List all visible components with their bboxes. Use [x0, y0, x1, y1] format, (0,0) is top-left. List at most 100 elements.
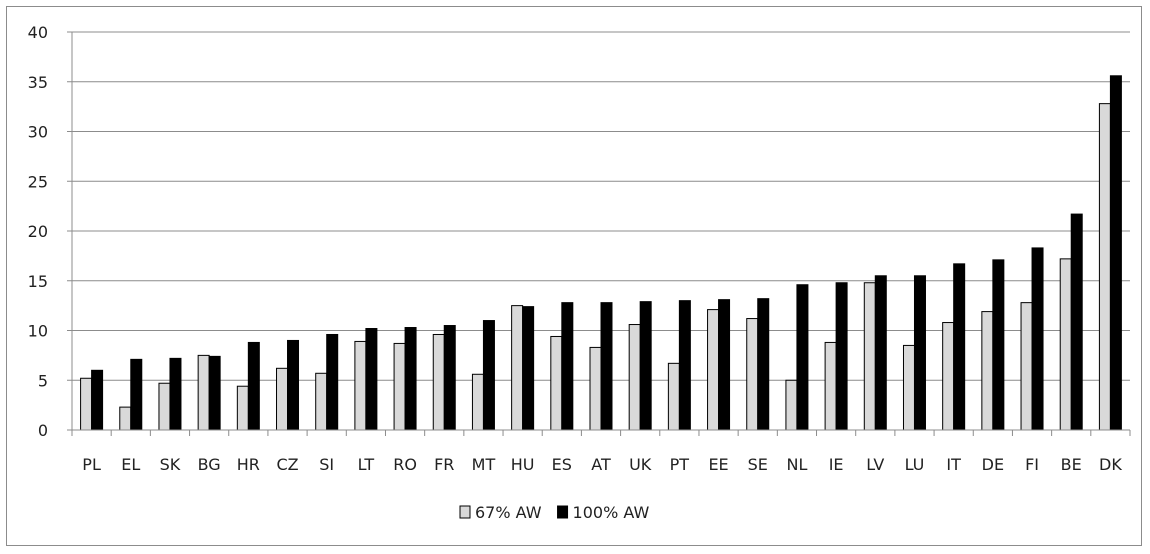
x-tick-label: SE: [748, 455, 768, 474]
bar-100-aw-el: [130, 358, 143, 431]
bar-67-aw-pl: [80, 377, 93, 431]
x-tick-label: SK: [160, 455, 181, 474]
bar-67-aw-pt: [667, 362, 680, 431]
bar-100-aw-uk: [639, 301, 652, 431]
x-tick-label: FR: [434, 455, 454, 474]
bar-100-aw-mt: [482, 320, 495, 431]
x-tick-label: LT: [358, 455, 375, 474]
bar-100-aw-lu: [913, 275, 926, 431]
y-tick-label: 5: [38, 371, 48, 390]
bar-100-aw-si: [326, 333, 339, 431]
x-tick-label: DE: [982, 455, 1004, 474]
x-tick-label: UK: [629, 455, 652, 474]
bar-100-aw-lt: [365, 328, 378, 431]
bar-100-aw-be: [1070, 213, 1083, 431]
bar-67-aw-dk: [1098, 103, 1111, 431]
y-tick-labels: 0 5 10 15 20 25 30 35 40: [28, 23, 48, 440]
bar-100-aw-fr: [443, 325, 456, 431]
x-tick-label: DK: [1099, 455, 1122, 474]
legend-label: 67% AW: [475, 503, 542, 522]
legend-swatch: [459, 505, 471, 519]
bar-67-aw-fi: [1020, 302, 1033, 431]
bar-100-aw-de: [992, 259, 1005, 431]
bar-67-aw-at: [589, 346, 602, 431]
bar-67-aw-se: [746, 318, 759, 431]
bar-67-aw-fr: [432, 333, 445, 431]
x-tick-label: EE: [708, 455, 728, 474]
bar-67-aw-sk: [158, 382, 171, 431]
bar-100-aw-it: [953, 263, 966, 431]
bar-67-aw-el: [119, 406, 132, 431]
x-tick-label: BE: [1061, 455, 1082, 474]
bar-100-aw-dk: [1109, 75, 1122, 431]
bar-67-aw-ro: [393, 342, 406, 431]
y-tick-label: 25: [28, 172, 48, 191]
x-tick-label: FI: [1025, 455, 1039, 474]
y-tick-label: 35: [28, 73, 48, 92]
bar-100-aw-lv: [874, 275, 887, 431]
bar-100-aw-at: [600, 302, 613, 431]
x-tick-label: SI: [319, 455, 334, 474]
x-tick-label: PL: [82, 455, 101, 474]
x-tick-label: PT: [670, 455, 690, 474]
x-tick-label: CZ: [276, 455, 298, 474]
y-tick-label: 0: [38, 421, 48, 440]
x-tick-label: NL: [786, 455, 807, 474]
x-tick-label: HU: [511, 455, 535, 474]
x-tick-label: MT: [472, 455, 496, 474]
x-tick-label: BG: [198, 455, 221, 474]
bar-67-aw-si: [315, 372, 328, 431]
bar-67-aw-lt: [354, 340, 367, 431]
x-tick-label: EL: [121, 455, 140, 474]
bar-100-aw-hr: [247, 341, 260, 431]
bar-100-aw-cz: [287, 339, 300, 431]
axes: [67, 31, 1131, 436]
bars: [80, 75, 1122, 431]
legend-swatch: [557, 505, 569, 519]
bar-100-aw-pt: [678, 300, 691, 431]
x-tick-label: IE: [829, 455, 844, 474]
bar-67-aw-it: [942, 322, 955, 431]
bar-100-aw-ro: [404, 327, 417, 431]
bar-100-aw-fi: [1031, 247, 1044, 431]
bar-100-aw-ee: [718, 299, 731, 431]
x-tick-label: AT: [591, 455, 611, 474]
bar-67-aw-ie: [824, 341, 837, 431]
x-tick-label: ES: [552, 455, 572, 474]
bar-100-aw-pl: [91, 369, 104, 431]
x-tick-label: HR: [237, 455, 260, 474]
y-tick-label: 15: [28, 272, 48, 291]
x-tick-label: IT: [946, 455, 961, 474]
y-tick-label: 30: [28, 123, 48, 142]
bar-67-aw-bg: [197, 354, 210, 431]
bar-67-aw-lu: [902, 344, 915, 431]
bar-100-aw-es: [561, 302, 574, 431]
bar-100-aw-nl: [796, 284, 809, 431]
bar-67-aw-cz: [276, 367, 289, 431]
x-tick-labels: PL EL SK BG HR CZ SI LT RO FR MT HU ES AT UK PT EE SE NL IE…: [82, 455, 1122, 474]
bar-67-aw-nl: [785, 379, 798, 431]
y-tick-label: 20: [28, 222, 48, 241]
chart-frame: [6, 6, 1142, 546]
bar-100-aw-se: [757, 298, 770, 431]
bar-67-aw-be: [1059, 258, 1072, 431]
legend-label: 100% AW: [573, 503, 650, 522]
bar-67-aw-ee: [707, 309, 720, 431]
x-tick-label: RO: [393, 455, 417, 474]
y-tick-label: 40: [28, 23, 48, 42]
bar-100-aw-bg: [208, 355, 221, 431]
y-tick-label: 10: [28, 322, 48, 341]
bar-67-aw-mt: [471, 373, 484, 431]
bar-67-aw-es: [550, 335, 563, 431]
bar-100-aw-hu: [522, 306, 535, 431]
bar-67-aw-hu: [511, 305, 524, 431]
bar-100-aw-ie: [835, 282, 848, 431]
bar-67-aw-hr: [236, 385, 249, 431]
x-tick-label: LU: [905, 455, 925, 474]
bar-67-aw-uk: [628, 324, 641, 431]
bar-67-aw-lv: [863, 282, 876, 431]
x-tick-label: LV: [866, 455, 884, 474]
bar-67-aw-de: [981, 311, 994, 431]
legend: 67% AW 100% AW: [459, 503, 650, 522]
